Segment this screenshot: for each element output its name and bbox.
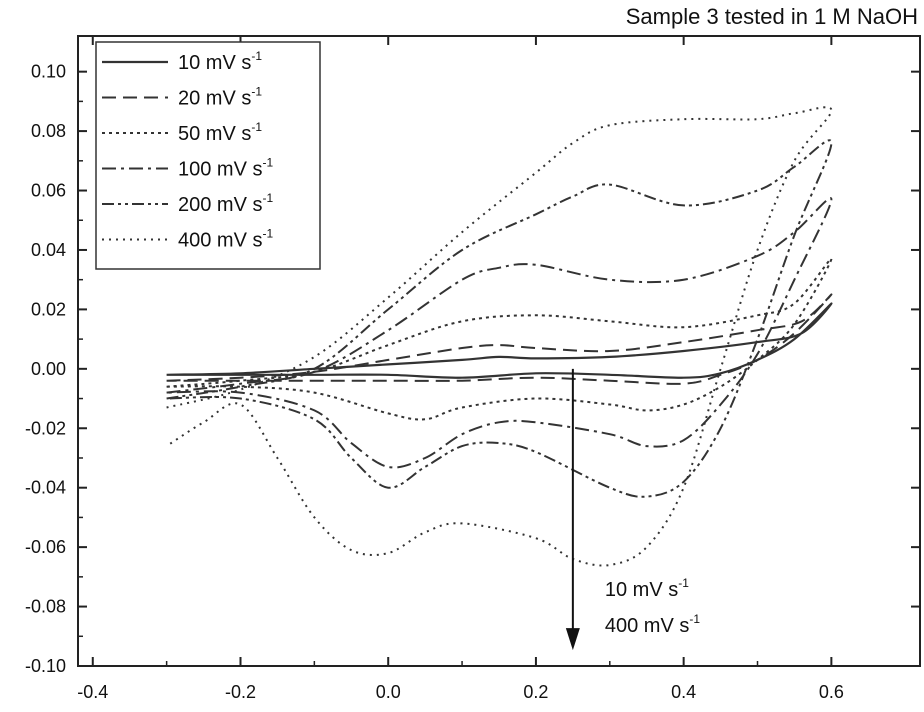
legend-label-4-superscript: -1 [262, 156, 273, 170]
y-tick-label: -0.02 [25, 418, 66, 438]
legend-label-6-text: 400 mV s [178, 230, 262, 252]
y-tick-label: -0.06 [25, 537, 66, 557]
annotation-label-bottom-superscript: -1 [689, 612, 700, 626]
series-group [166, 106, 833, 567]
y-tick-label: -0.08 [25, 597, 66, 617]
y-tick-label: 0.06 [31, 181, 66, 201]
chart-title: Sample 3 tested in 1 M NaOH [626, 4, 918, 29]
legend-label-2: 20 mV s-1 [178, 85, 262, 110]
legend-label-2-text: 20 mV s [178, 88, 251, 110]
x-tick-label: 0.2 [523, 682, 548, 702]
legend-label-1-superscript: -1 [251, 49, 262, 63]
legend-label-3-superscript: -1 [251, 120, 262, 134]
x-tick-label: -0.2 [225, 682, 256, 702]
legend-label-6: 400 mV s-1 [178, 227, 273, 252]
axis-ticks: -0.4 -0.2 0.0 0.2 0.4 0.6 -0.10 -0.08 -0.06 -0.04… [25, 36, 920, 702]
x-tick-label: -0.4 [77, 682, 108, 702]
y-tick-label: 0.10 [31, 62, 66, 82]
series-line-4 [166, 197, 833, 469]
legend-label-5-text: 200 mV s [178, 194, 262, 216]
annotation-label-bottom: 400 mV s-1 [605, 612, 700, 637]
y-tick-label: -0.10 [25, 656, 66, 676]
legend-label-4: 100 mV s-1 [178, 156, 273, 181]
y-tick-label: 0.02 [31, 299, 66, 319]
legend-label-3: 50 mV s-1 [178, 120, 262, 145]
legend-label-6-superscript: -1 [262, 227, 273, 241]
legend-label-1: 10 mV s-1 [178, 49, 262, 74]
annotation-label-top-superscript: -1 [678, 576, 689, 590]
x-tick-label: 0.0 [376, 682, 401, 702]
legend-label-4-text: 100 mV s [178, 159, 262, 181]
series-line-3 [166, 257, 833, 421]
y-tick-label: 0.04 [31, 240, 66, 260]
legend-label-5: 200 mV s-1 [178, 191, 273, 216]
y-tick-label: -0.04 [25, 478, 66, 498]
y-tick-label: 0.08 [31, 121, 66, 141]
plot-frame [77, 35, 921, 667]
series-line-2 [166, 293, 833, 385]
series-line-5 [166, 139, 833, 498]
legend-label-2-superscript: -1 [251, 85, 262, 99]
series-line-1 [166, 302, 833, 379]
x-tick-label: 0.6 [819, 682, 844, 702]
legend-label-3-text: 50 mV s [178, 123, 251, 145]
legend-label-1-text: 10 mV s [178, 52, 251, 74]
y-tick-label: 0.00 [31, 359, 66, 379]
x-tick-label: 0.4 [671, 682, 696, 702]
legend-label-5-superscript: -1 [262, 191, 273, 205]
annotation-label-top: 10 mV s-1 [605, 576, 689, 601]
legend-box [95, 41, 321, 270]
annotation-label-bottom-text: 400 mV s [605, 615, 689, 637]
arrow-head [565, 628, 580, 651]
annotation-label-top-text: 10 mV s [605, 579, 678, 601]
